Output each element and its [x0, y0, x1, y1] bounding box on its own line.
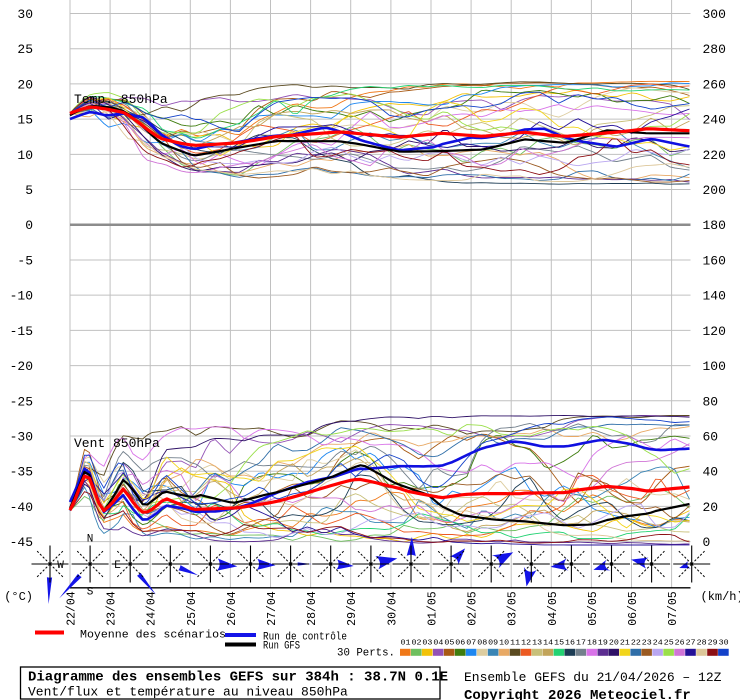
- svg-text:24: 24: [653, 639, 663, 647]
- svg-text:280: 280: [703, 42, 726, 57]
- svg-text:21: 21: [620, 639, 630, 647]
- svg-text:23: 23: [642, 639, 652, 647]
- svg-text:30: 30: [17, 7, 33, 22]
- svg-text:Moyenne des scénarios: Moyenne des scénarios: [80, 630, 226, 642]
- svg-text:300: 300: [703, 7, 726, 22]
- svg-text:160: 160: [703, 253, 726, 268]
- svg-text:0: 0: [25, 218, 33, 233]
- svg-text:10: 10: [17, 148, 33, 163]
- svg-text:23/04: 23/04: [106, 591, 119, 626]
- svg-text:240: 240: [703, 113, 726, 128]
- svg-text:07/05: 07/05: [667, 591, 680, 626]
- svg-text:100: 100: [703, 359, 726, 374]
- svg-text:Temp. 850hPa: Temp. 850hPa: [74, 92, 168, 107]
- svg-text:Ensemble GEFS du 21/04/2026 –: Ensemble GEFS du 21/04/2026 – 12Z: [464, 670, 722, 685]
- svg-text:Run GFS: Run GFS: [263, 641, 300, 653]
- svg-text:(°C): (°C): [4, 590, 33, 604]
- svg-text:220: 220: [703, 148, 726, 163]
- svg-text:S: S: [87, 587, 94, 599]
- svg-text:25/04: 25/04: [186, 591, 199, 626]
- svg-text:13: 13: [532, 639, 542, 647]
- svg-text:30 Perts.: 30 Perts.: [337, 648, 395, 660]
- svg-text:02/05: 02/05: [467, 591, 480, 626]
- svg-text:27/04: 27/04: [266, 591, 279, 626]
- svg-text:120: 120: [703, 324, 726, 339]
- svg-text:-35: -35: [10, 465, 33, 480]
- svg-text:Vent 850hPa: Vent 850hPa: [74, 436, 160, 451]
- svg-text:16: 16: [565, 639, 575, 647]
- svg-text:26: 26: [675, 639, 685, 647]
- svg-text:20: 20: [703, 500, 719, 515]
- svg-text:80: 80: [703, 394, 719, 409]
- svg-text:30/04: 30/04: [386, 591, 399, 626]
- svg-text:19: 19: [598, 639, 608, 647]
- svg-text:10: 10: [499, 639, 509, 647]
- svg-text:12: 12: [521, 639, 531, 647]
- svg-text:Vent/flux et température au ni: Vent/flux et température au niveau 850hP…: [28, 685, 348, 700]
- svg-text:-5: -5: [17, 253, 33, 268]
- svg-text:06/05: 06/05: [627, 591, 640, 626]
- svg-text:22: 22: [631, 639, 641, 647]
- svg-text:W: W: [57, 560, 64, 572]
- svg-text:22/04: 22/04: [66, 591, 79, 626]
- svg-text:17: 17: [576, 639, 586, 647]
- svg-text:28/04: 28/04: [306, 591, 319, 626]
- svg-text:20: 20: [17, 77, 33, 92]
- svg-text:15: 15: [554, 639, 564, 647]
- svg-text:07: 07: [466, 639, 476, 647]
- svg-text:27: 27: [686, 639, 696, 647]
- svg-text:60: 60: [703, 430, 719, 445]
- svg-text:25: 25: [17, 42, 33, 57]
- svg-text:200: 200: [703, 183, 726, 198]
- svg-text:-15: -15: [10, 324, 33, 339]
- svg-text:18: 18: [587, 639, 597, 647]
- svg-text:180: 180: [703, 218, 726, 233]
- svg-text:260: 260: [703, 77, 726, 92]
- svg-text:26/04: 26/04: [226, 591, 239, 626]
- svg-text:-45: -45: [10, 535, 33, 550]
- svg-text:-20: -20: [10, 359, 33, 374]
- svg-text:11: 11: [510, 639, 520, 647]
- svg-text:E: E: [114, 560, 121, 572]
- svg-text:01/05: 01/05: [427, 591, 440, 626]
- svg-text:-10: -10: [10, 289, 33, 304]
- svg-text:14: 14: [543, 639, 553, 647]
- svg-text:29: 29: [708, 639, 718, 647]
- svg-text:-25: -25: [10, 394, 33, 409]
- svg-text:40: 40: [703, 465, 719, 480]
- svg-text:09: 09: [488, 639, 498, 647]
- svg-text:-40: -40: [10, 500, 33, 515]
- svg-text:03/05: 03/05: [507, 591, 520, 626]
- svg-text:04: 04: [433, 639, 443, 647]
- svg-text:0: 0: [703, 535, 711, 550]
- svg-text:20: 20: [609, 639, 619, 647]
- svg-text:02: 02: [412, 639, 422, 647]
- svg-text:29/04: 29/04: [346, 591, 359, 626]
- svg-text:Copyright 2026 Meteociel.fr: Copyright 2026 Meteociel.fr: [464, 688, 691, 700]
- svg-text:03: 03: [422, 639, 432, 647]
- svg-text:15: 15: [17, 113, 33, 128]
- svg-text:28: 28: [697, 639, 707, 647]
- svg-text:01: 01: [401, 639, 411, 647]
- svg-text:24/04: 24/04: [146, 591, 159, 626]
- svg-text:N: N: [87, 534, 94, 546]
- svg-text:-30: -30: [10, 430, 33, 445]
- svg-text:08: 08: [477, 639, 487, 647]
- svg-text:5: 5: [25, 183, 33, 198]
- svg-text:30: 30: [719, 639, 729, 647]
- svg-text:Diagramme des ensembles GEFS s: Diagramme des ensembles GEFS sur 384h : …: [28, 670, 448, 686]
- svg-text:(km/h): (km/h): [701, 590, 740, 604]
- svg-text:06: 06: [455, 639, 465, 647]
- svg-text:05/05: 05/05: [587, 591, 600, 626]
- svg-text:25: 25: [664, 639, 674, 647]
- svg-text:04/05: 04/05: [547, 591, 560, 626]
- svg-text:05: 05: [444, 639, 454, 647]
- svg-text:140: 140: [703, 289, 726, 304]
